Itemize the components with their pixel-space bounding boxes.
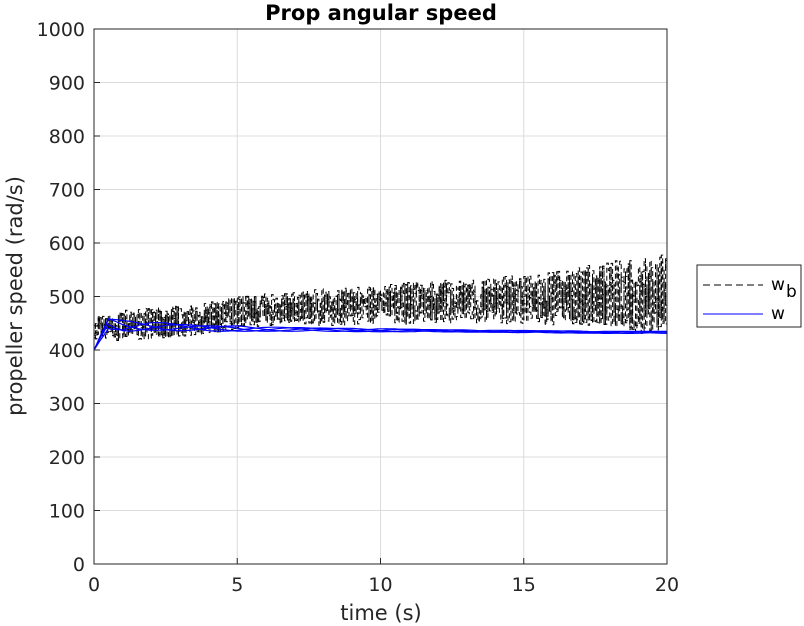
y-tick-label: 100 [49,501,85,523]
series-w_b [94,254,668,341]
y-tick-label: 700 [49,180,85,202]
x-tick-label: 0 [88,574,100,596]
legend: w bw [696,264,802,328]
y-tick-label: 800 [49,126,85,148]
y-tick-label: 600 [49,233,85,255]
y-tick-label: 200 [49,447,85,469]
x-tick-label: 5 [231,574,243,596]
legend-label-1: w [771,304,785,324]
y-tick-label: 300 [49,394,85,416]
series-w [93,317,668,351]
y-tick-label: 400 [49,340,85,362]
x-tick-label: 20 [655,574,679,596]
chart-title: Prop angular speed [265,1,497,25]
wb-trace [94,256,668,341]
x-tick-label: 10 [368,574,392,596]
y-tick-label: 500 [49,287,85,309]
y-axis-label: propeller speed (rad/s) [3,176,27,416]
y-tick-label: 900 [49,73,85,95]
y-tick-label: 1000 [37,19,85,41]
legend-subscript-0: b [786,282,797,302]
series-layer [93,254,668,351]
wb-trace [94,254,668,341]
y-tick-label: 0 [73,554,85,576]
legend-box [696,264,802,328]
w-trace [93,322,668,351]
wb-trace [94,258,668,339]
legend-label-0: w [771,275,785,295]
x-axis-label: time (s) [340,601,421,625]
x-tick-label: 15 [512,574,536,596]
